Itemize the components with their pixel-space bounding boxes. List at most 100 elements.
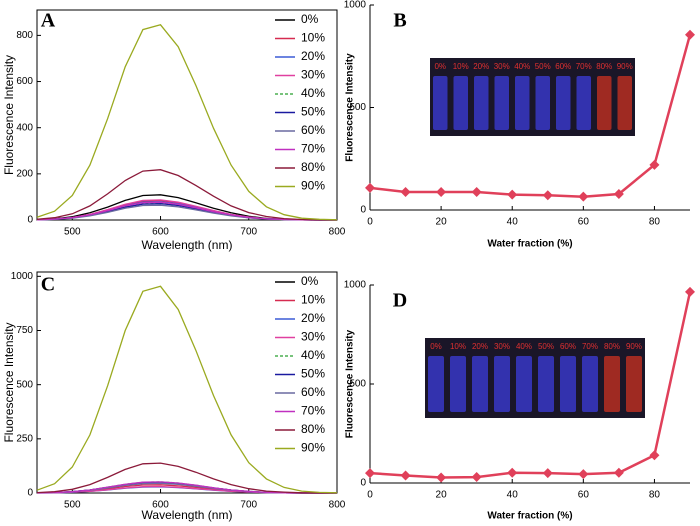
data-point (578, 469, 589, 480)
vial (560, 356, 576, 412)
vial (538, 356, 554, 412)
y-tick-label: 0 (27, 488, 33, 499)
inset-label: 40% (516, 342, 532, 351)
inset-label: 0% (434, 62, 446, 71)
legend-label: 10% (301, 31, 325, 45)
vial (626, 356, 642, 412)
data-point (613, 189, 624, 200)
data-point (578, 191, 589, 202)
y-tick-label: 1000 (344, 280, 367, 291)
panel-label: B (393, 10, 406, 32)
inset-label: 10% (453, 62, 469, 71)
x-tick-label: 800 (329, 500, 346, 511)
inset-label: 60% (560, 342, 576, 351)
vial (433, 76, 448, 130)
y-tick-label: 600 (16, 76, 33, 87)
legend-label: 80% (301, 160, 325, 174)
vial (556, 76, 571, 130)
x-tick-label: 700 (240, 500, 257, 511)
legend-label: 70% (301, 404, 325, 418)
series-line (36, 462, 337, 494)
legend-label: 80% (301, 422, 325, 436)
legend-label: 50% (301, 367, 325, 381)
x-tick-label: 40 (507, 217, 519, 228)
y-tick-label: 1000 (344, 0, 367, 11)
x-tick-label: 60 (578, 217, 590, 228)
inset-label: 40% (514, 62, 530, 71)
x-tick-label: 20 (436, 217, 448, 228)
y-axis-label: Fluorescence Intensity (345, 329, 356, 438)
data-point (542, 468, 553, 479)
inset-label: 90% (626, 342, 642, 351)
inset-label: 30% (494, 342, 510, 351)
vial (582, 356, 598, 412)
x-tick-label: 20 (436, 490, 448, 501)
inset-label: 50% (538, 342, 554, 351)
x-tick-label: 0 (367, 490, 373, 501)
legend-label: 0% (301, 274, 319, 288)
vial (604, 356, 620, 412)
inset-label: 20% (473, 62, 489, 71)
vial (535, 76, 550, 130)
vial (597, 76, 612, 130)
vial (576, 76, 591, 130)
vial (494, 76, 509, 130)
x-tick-label: 80 (649, 217, 661, 228)
y-axis-label: Fluorescence Intensity (345, 53, 356, 162)
data-point (400, 186, 411, 197)
inset-label: 70% (582, 342, 598, 351)
panel-label: D (393, 290, 407, 312)
inset-label: 20% (472, 342, 488, 351)
legend-label: 70% (301, 142, 325, 156)
legend-label: 90% (301, 179, 325, 193)
legend-label: 40% (301, 86, 325, 100)
x-axis-label: Water fraction (%) (487, 239, 572, 250)
vial (472, 356, 488, 412)
data-point (436, 472, 447, 483)
y-tick-label: 500 (349, 102, 366, 113)
y-tick-label: 500 (16, 379, 33, 390)
panel-label: C (41, 274, 55, 296)
data-point (685, 29, 695, 40)
data-point (365, 468, 375, 479)
inset-label: 10% (450, 342, 466, 351)
data-point (471, 472, 482, 483)
legend-label: 50% (301, 105, 325, 119)
vial (453, 76, 468, 130)
y-tick-label: 0 (360, 478, 366, 489)
data-point (507, 467, 518, 478)
plot-frame (36, 271, 338, 494)
y-tick-label: 0 (27, 215, 33, 226)
data-point (507, 189, 518, 200)
y-tick-label: 750 (16, 325, 33, 336)
y-tick-label: 800 (16, 30, 33, 41)
inset-label: 30% (494, 62, 510, 71)
legend-label: 0% (301, 12, 319, 26)
plot-frame (36, 9, 338, 221)
x-axis-label: Water fraction (%) (487, 511, 572, 522)
legend-label: 90% (301, 441, 325, 455)
legend-label: 30% (301, 330, 325, 344)
y-tick-label: 250 (16, 433, 33, 444)
series-line (369, 34, 692, 198)
y-tick-label: 0 (360, 205, 366, 216)
x-tick-label: 40 (507, 490, 519, 501)
series-line (36, 24, 338, 221)
x-axis-label: Wavelength (nm) (142, 238, 233, 252)
y-axis-label: Fluorescence Intensity (2, 55, 16, 175)
vial (617, 76, 632, 130)
vial (450, 356, 466, 412)
y-tick-label: 200 (16, 168, 33, 179)
x-tick-label: 600 (152, 500, 169, 511)
data-point (649, 159, 660, 170)
data-point (400, 470, 411, 481)
vial (474, 76, 489, 130)
y-tick-label: 400 (16, 122, 33, 133)
x-tick-label: 60 (578, 490, 590, 501)
vial (515, 76, 530, 130)
inset-label: 80% (596, 62, 612, 71)
inset-label: 60% (555, 62, 571, 71)
inset-label: 70% (576, 62, 592, 71)
legend-label: 60% (301, 385, 325, 399)
